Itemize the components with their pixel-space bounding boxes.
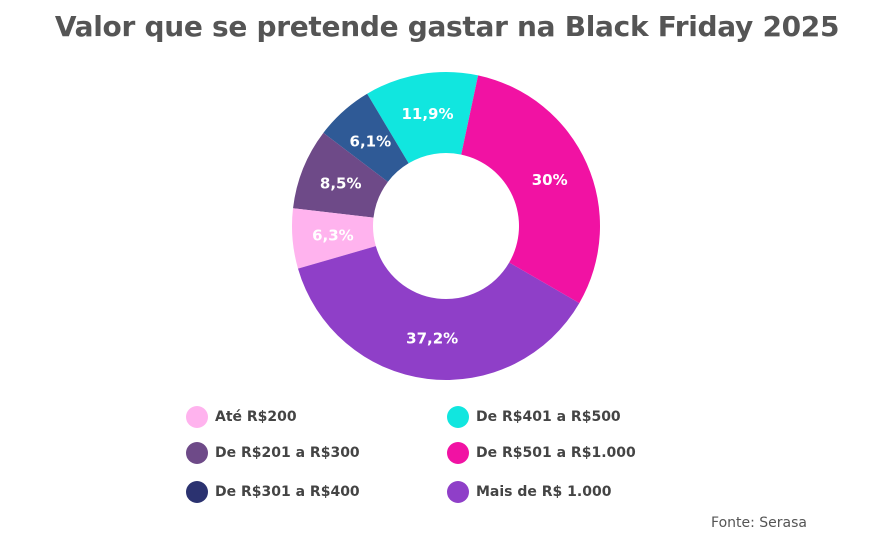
data-label-de-r-201-a-r-300: 8,5% <box>320 175 362 193</box>
source-note: Fonte: Serasa <box>711 515 807 531</box>
donut-slices <box>291 72 600 380</box>
donut-slice-de-r-301-a-r-400 <box>323 93 409 182</box>
data-label-mais-de-r-1-000: 37,2% <box>406 330 458 348</box>
donut-slice-de-r-401-a-r-500 <box>367 72 479 164</box>
donut-slice-de-r-501-a-r-1-000 <box>461 75 600 304</box>
donut-slice-mais-de-r-1-000 <box>298 246 580 380</box>
donut-data-labels: 11,9% 6,1% 8,5% 6,3% 37,2% 30% <box>312 105 568 348</box>
data-label-de-r-301-a-r-400: 6,1% <box>350 132 392 150</box>
chart-title: Valor que se pretende gastar na Black Fr… <box>54 10 840 43</box>
donut-slice-de-r-201-a-r-300 <box>293 132 388 218</box>
donut-slice-at-r-200 <box>291 208 376 269</box>
data-label-de-r-501-a-r-1-000: 30% <box>532 171 568 189</box>
data-label-de-r-401-a-r-500: 11,9% <box>401 105 453 123</box>
data-label-at-r-200: 6,3% <box>312 226 354 244</box>
